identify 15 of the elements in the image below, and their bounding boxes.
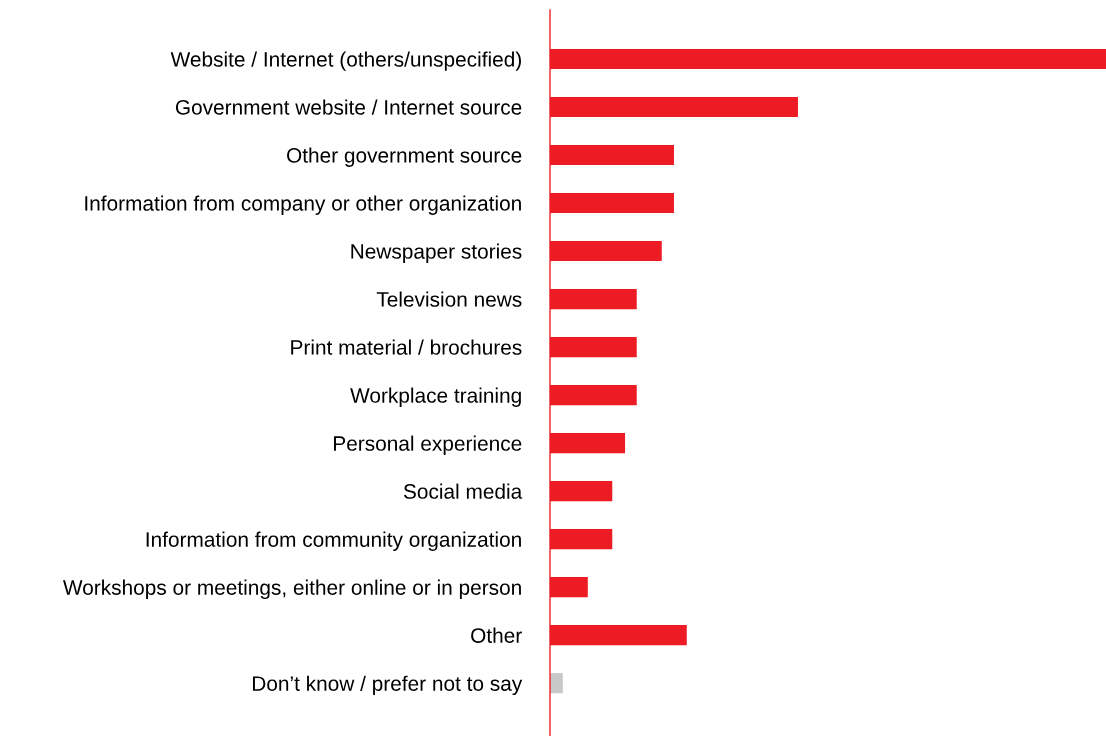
y-tick-label: Information from community organization [146,531,521,552]
y-tick-label: Personal experience [334,435,522,455]
y-tick-label: Other [471,627,522,643]
y-tick-label: Workplace training [350,387,521,407]
y-tick-label: Government website / Internet source [175,99,522,115]
y-tick-label: Social media [403,483,523,499]
y-tick-label: Workshops or meetings, either online or in person [62,579,521,600]
y-tick-label: Television news [376,291,522,307]
y-tick-label: Newspaper stories [351,243,522,263]
bar [550,673,563,694]
y-tick-label: Information from company or other organization [85,195,521,215]
y-tick-label: Don’t know / prefer not to say [252,675,523,696]
y-tick-label: Other government source [287,147,522,167]
y-tick-label: Print material / brochures [291,339,522,355]
y-tick-label: Website / Internet (others/unspecified) [170,51,521,71]
